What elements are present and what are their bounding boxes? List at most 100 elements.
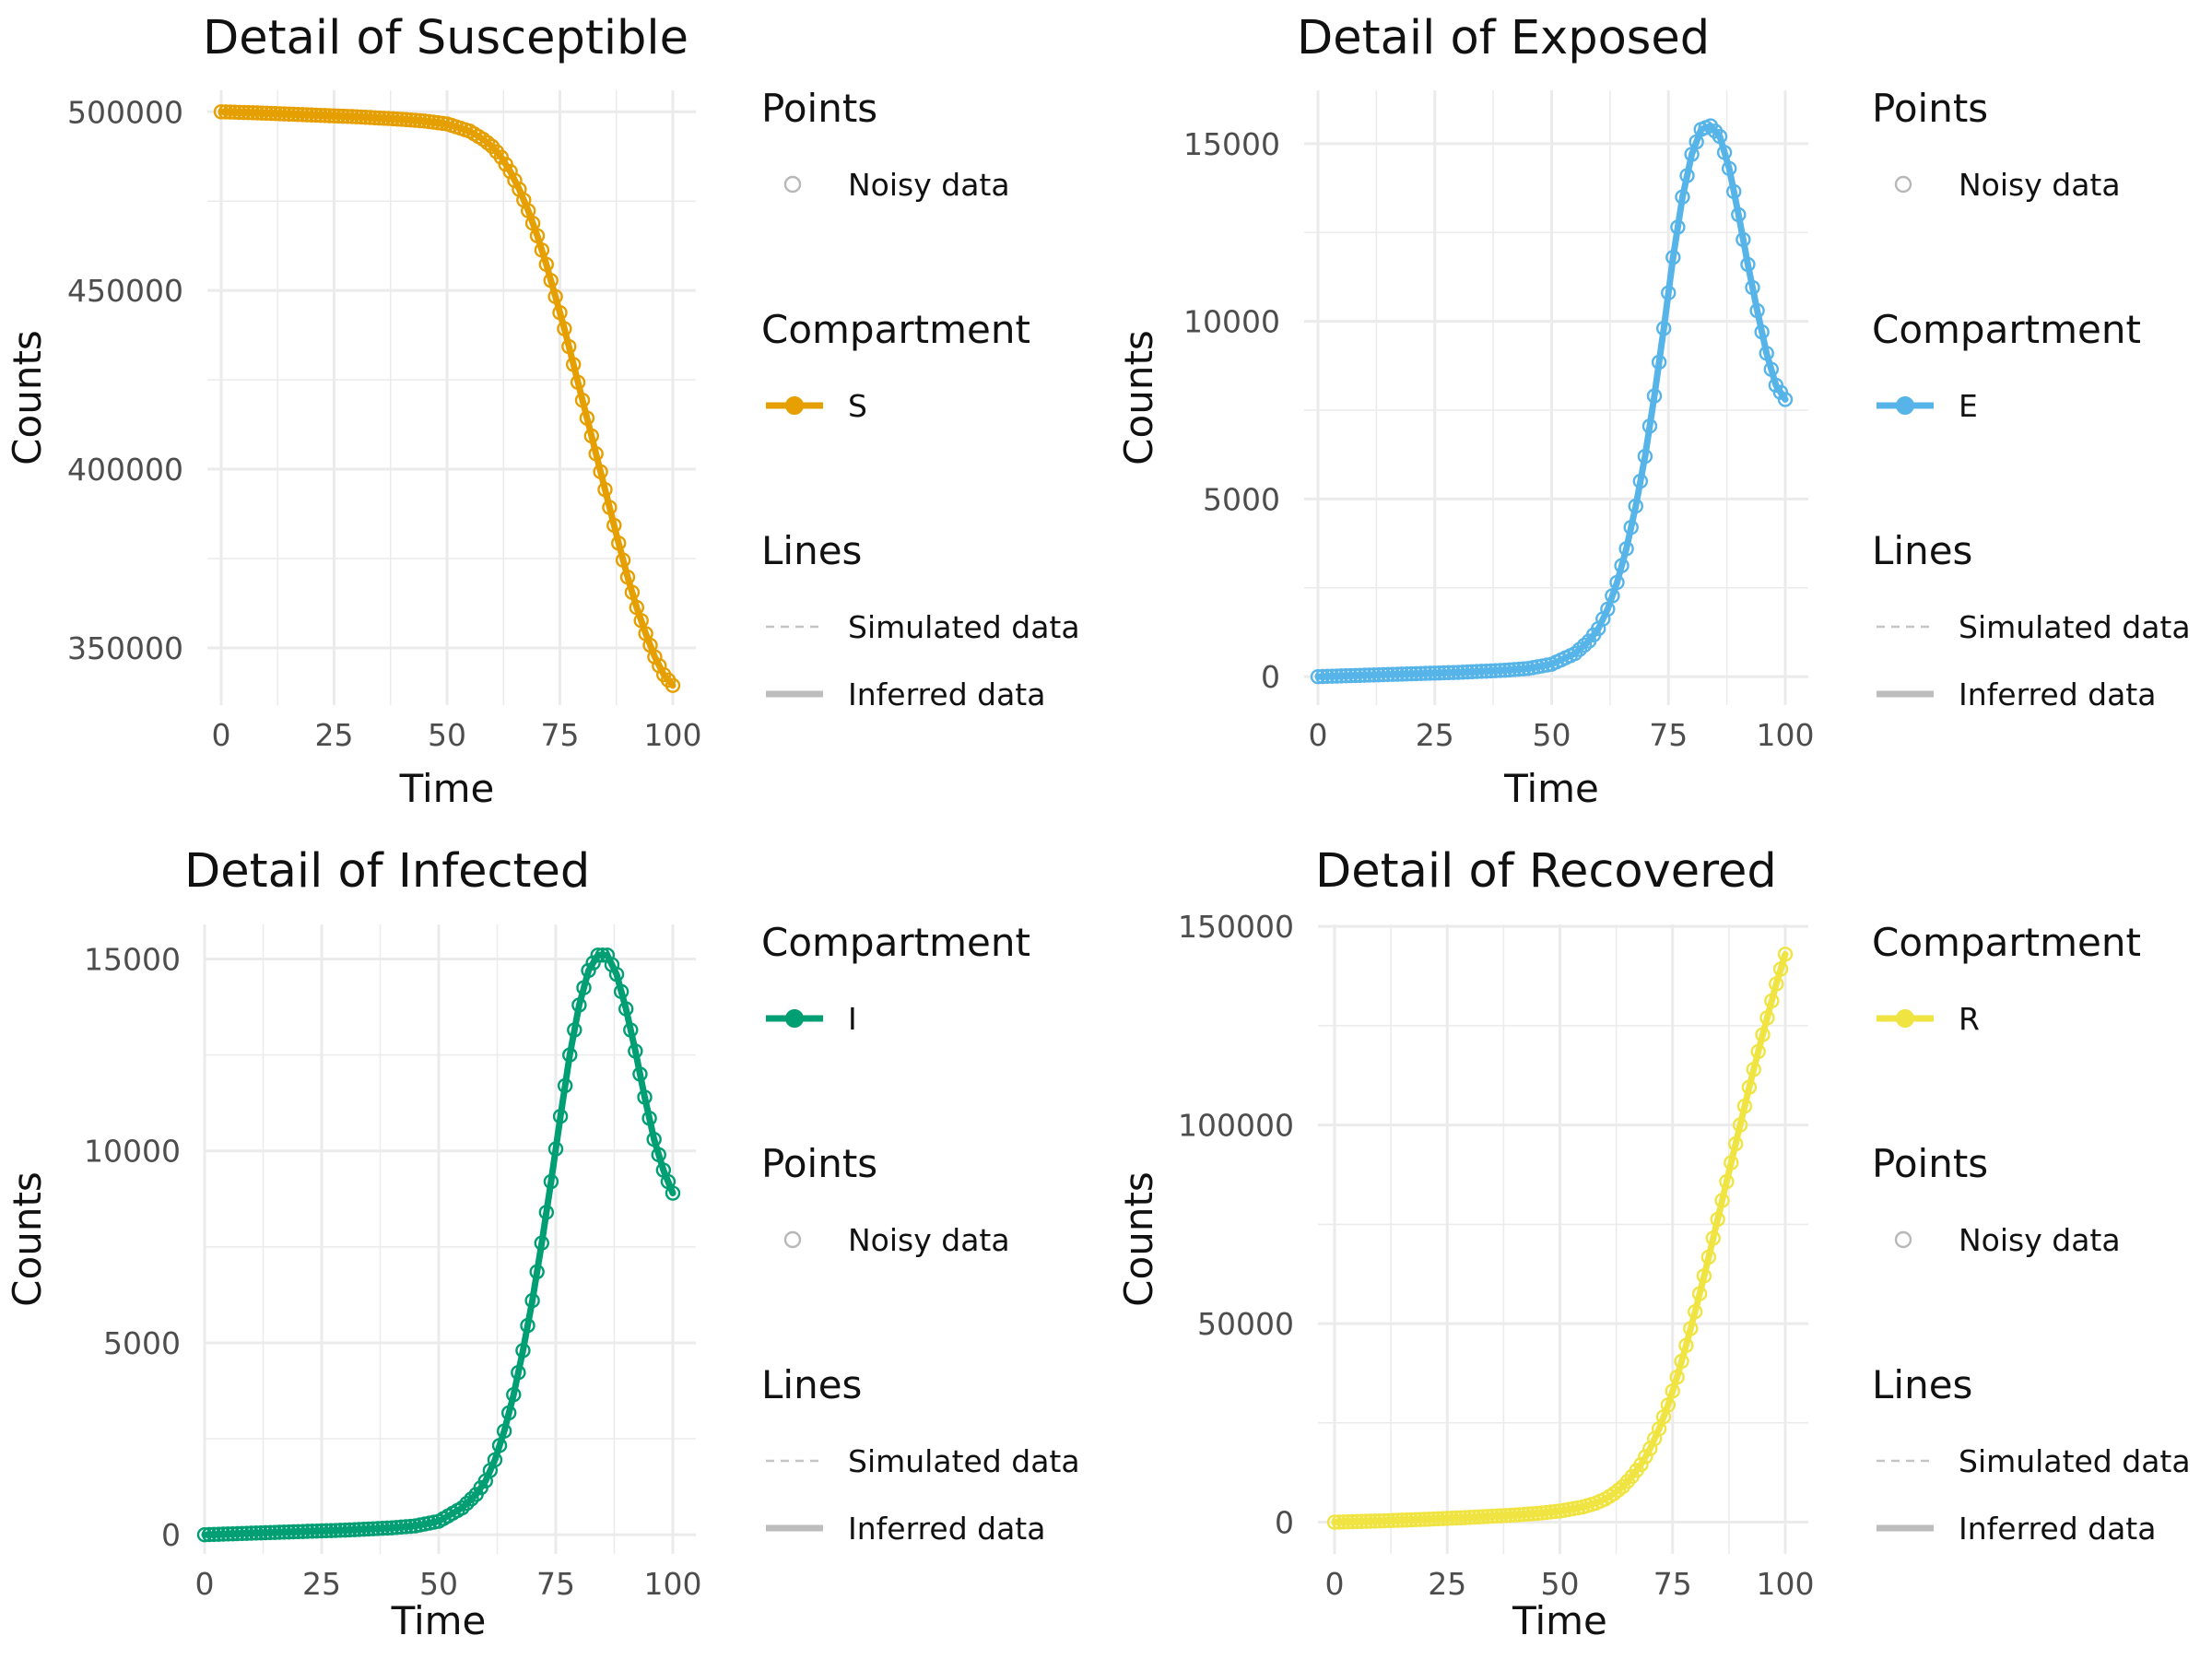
noisy-data-point	[1614, 558, 1630, 573]
legend-label: Noisy data	[848, 1222, 1010, 1258]
noisy-data-point	[646, 1132, 662, 1147]
noisy-data-point	[1501, 662, 1518, 678]
x-tick-label: 100	[644, 1566, 702, 1602]
legend: Points Noisy data Compartment E Lines Simulat…	[1872, 86, 2191, 712]
y-axis-title: Counts	[1116, 330, 1161, 465]
legend-label: I	[848, 1001, 857, 1037]
noisy-data-point	[313, 1523, 330, 1539]
x-axis-title: Time	[1512, 1598, 1607, 1643]
noisy-data-point	[608, 966, 625, 982]
x-tick-label: 100	[1757, 1566, 1815, 1602]
noisy-data-point	[1483, 663, 1499, 679]
noisy-data-point	[1712, 128, 1728, 145]
noisy-data-point	[229, 1525, 245, 1542]
noisy-data-point	[1661, 285, 1677, 300]
noisy-data-point	[1427, 665, 1442, 681]
noisy-data-point	[1675, 189, 1690, 205]
noisy-data-point	[633, 613, 649, 629]
legend-series-key-point	[785, 1009, 804, 1028]
noisy-data-point	[538, 1205, 555, 1220]
noisy-data-point	[1731, 206, 1747, 223]
noisy-data-point	[351, 1522, 367, 1537]
x-tick-label: 0	[1309, 717, 1328, 753]
legend-title: Compartment	[761, 307, 1030, 352]
noisy-data-point	[576, 980, 592, 995]
legend-label: Simulated data	[1959, 1443, 2191, 1479]
noisy-data-point	[529, 228, 546, 244]
noisy-data-point	[459, 1495, 475, 1512]
noisy-data-point	[566, 357, 582, 372]
noisy-data-point	[1759, 1010, 1775, 1026]
legend-title: Lines	[761, 528, 862, 573]
noisy-data-point	[1576, 637, 1593, 653]
noisy-data-point	[206, 1526, 222, 1543]
noisy-data-point	[501, 1405, 517, 1421]
gridlines	[1318, 924, 1808, 1554]
legend-title: Lines	[1872, 528, 1972, 573]
noisy-data-point	[1478, 663, 1494, 679]
noisy-data-point	[1618, 541, 1634, 557]
noisy-data-point	[1389, 666, 1406, 682]
noisy-data-point	[360, 1521, 376, 1537]
noisy-data-point	[574, 393, 591, 408]
chart-title: Detail of Susceptible	[203, 11, 688, 65]
noisy-data-point	[1384, 666, 1401, 682]
y-tick-label: 500000	[67, 94, 183, 130]
noisy-data-point	[1714, 1193, 1730, 1208]
noisy-data-point	[562, 1047, 578, 1063]
noisy-data-point	[1732, 1117, 1748, 1133]
chart-title: Detail of Exposed	[1297, 11, 1710, 65]
noisy-data-point	[1610, 1482, 1627, 1498]
noisy-data-point	[1623, 520, 1639, 535]
y-tick-label: 450000	[67, 273, 183, 309]
noisy-data-point	[552, 305, 568, 321]
noisy-data-point	[1445, 665, 1462, 680]
panel-i: 0 25 50 75 100 0 5000 10000 15000 Time Counts Detai…	[5, 844, 1080, 1643]
noisy-data-point	[613, 983, 629, 1000]
legend-label: Noisy data	[1959, 167, 2121, 203]
y-tick-label: 400000	[67, 452, 183, 488]
noisy-points	[1310, 118, 1794, 685]
noisy-data-point	[1310, 668, 1326, 685]
legend-label: Inferred data	[848, 1511, 1045, 1547]
noisy-data-point	[647, 649, 663, 665]
x-tick-label: 0	[195, 1566, 215, 1602]
noisy-data-point	[365, 1521, 382, 1536]
noisy-data-point	[1357, 667, 1372, 683]
noisy-data-point	[1492, 663, 1508, 678]
noisy-data-point	[1633, 1456, 1649, 1473]
y-tick-label: 0	[1261, 659, 1280, 695]
noisy-data-point	[1605, 588, 1620, 604]
noisy-data-point	[585, 955, 601, 971]
noisy-data-point	[1628, 498, 1643, 514]
noisy-data-point	[619, 569, 636, 585]
noisy-data-point	[286, 1524, 301, 1540]
noisy-points	[196, 947, 681, 1543]
noisy-data-point	[567, 1022, 582, 1038]
noisy-data-point	[1394, 666, 1410, 682]
x-tick-label: 50	[419, 1566, 458, 1602]
noisy-data-point	[464, 1491, 479, 1507]
noisy-data-point	[1436, 665, 1453, 681]
noisy-data-point	[328, 1523, 344, 1538]
noisy-data-point	[1769, 976, 1784, 992]
noisy-data-point	[1441, 665, 1457, 681]
noisy-data-point	[1347, 667, 1363, 684]
noisy-data-point	[571, 997, 587, 1013]
noisy-data-point	[384, 1520, 400, 1535]
noisy-data-point	[281, 1524, 297, 1540]
legend-label: Inferred data	[848, 677, 1045, 712]
noisy-points	[213, 104, 681, 693]
y-tick-label: 15000	[84, 941, 181, 977]
noisy-data-point	[1678, 1337, 1694, 1353]
noisy-data-point	[1375, 666, 1392, 683]
noisy-data-point	[1343, 667, 1359, 684]
x-tick-label: 75	[1649, 717, 1688, 753]
noisy-data-point	[1716, 145, 1733, 160]
noisy-data-point	[1646, 388, 1663, 404]
noisy-data-point	[1764, 993, 1780, 1009]
noisy-data-point	[581, 962, 596, 979]
noisy-data-point	[1506, 662, 1523, 677]
legend-label: Noisy data	[848, 167, 1010, 203]
